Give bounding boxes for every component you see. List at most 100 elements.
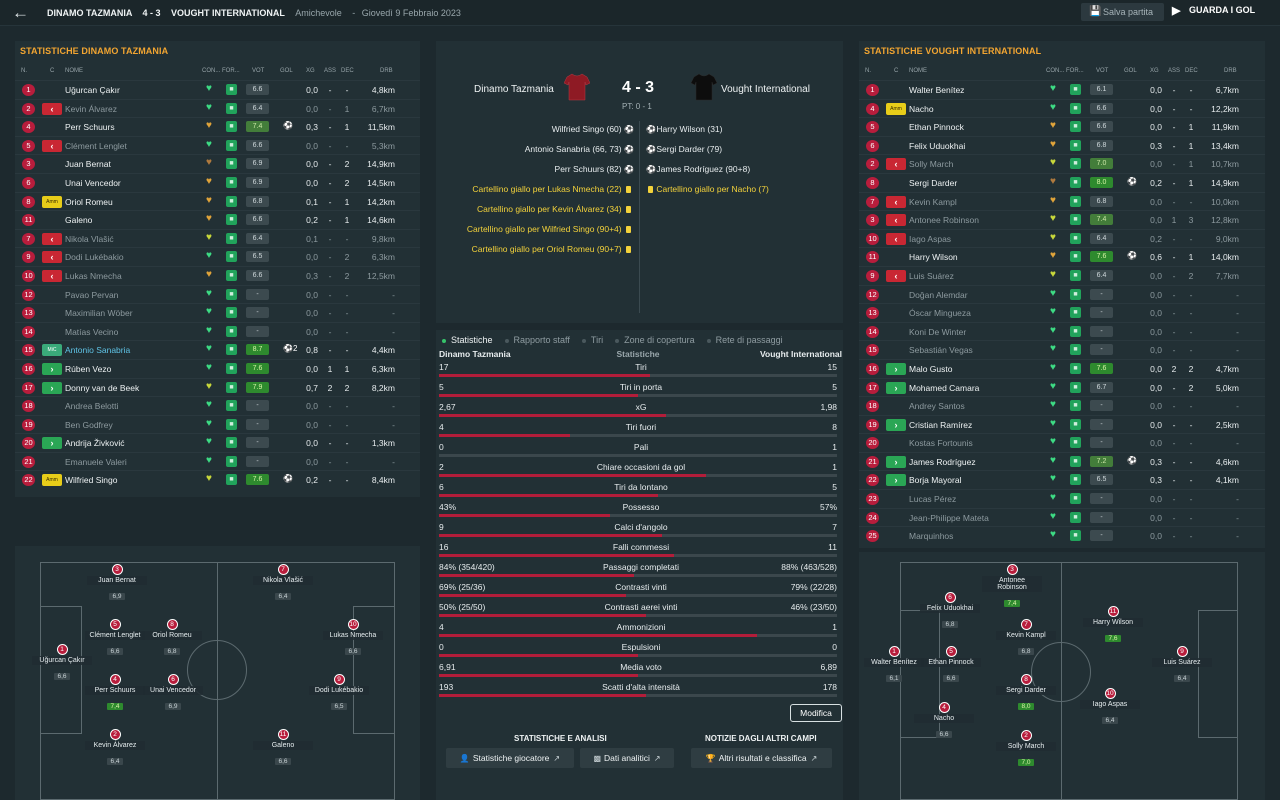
- player-row[interactable]: 12 Pavao Pervan ♥ ■ -0,0- - -: [15, 284, 420, 304]
- formation-player[interactable]: 5 Clément Lenglet 6,6: [85, 619, 145, 658]
- player-row[interactable]: 10 ‹ Iago Aspas ♥ ■ 6.4 0,2- -9,0km: [859, 228, 1265, 248]
- player-name[interactable]: Clément Lenglet: [65, 140, 127, 151]
- formation-player[interactable]: 7 Kevin Kampl 6,8: [996, 619, 1056, 658]
- tab-1[interactable]: Rapporto staff: [504, 335, 570, 345]
- formation-player[interactable]: 6 Unai Vencedor 6,9: [143, 674, 203, 713]
- player-name[interactable]: Kevin Álvarez: [65, 103, 117, 114]
- player-name[interactable]: Doğan Alemdar: [909, 289, 968, 300]
- player-row[interactable]: 8 Amm Oriol Romeu ♥ ■ 6.8 0,1- 1 14,2km: [15, 191, 420, 211]
- formation-player[interactable]: 4 Perr Schuurs 7,4: [85, 674, 145, 713]
- col-form[interactable]: FOR...: [1066, 68, 1084, 74]
- player-name[interactable]: Iago Aspas: [909, 233, 952, 244]
- player-name[interactable]: Andrey Santos: [909, 401, 965, 412]
- player-stats-button[interactable]: 👤 Statistiche giocatore ↗: [446, 748, 574, 768]
- player-name[interactable]: Dodi Lukébakio: [65, 252, 124, 263]
- other-results-button[interactable]: 🏆 Altri risultati e classifica ↗: [691, 748, 832, 768]
- player-row[interactable]: 10 ‹ Lukas Nmecha ♥ ■ 6.6 0,3- 2 12,5km: [15, 265, 420, 285]
- col-goals[interactable]: GOL: [1124, 68, 1137, 74]
- col-c[interactable]: C: [50, 68, 55, 74]
- player-name[interactable]: Andrija Živković: [65, 438, 125, 449]
- save-match-button[interactable]: 💾 Salva partita: [1081, 3, 1164, 21]
- player-row[interactable]: 12 Doğan Alemdar ♥ ■ -0,0- - -: [859, 284, 1265, 304]
- player-name[interactable]: Unai Vencedor: [65, 177, 121, 188]
- player-name[interactable]: Emanuele Valeri: [65, 456, 127, 467]
- player-name[interactable]: Oriol Romeu: [65, 196, 113, 207]
- player-row[interactable]: 4 Perr Schuurs ♥ ■ 7.4 ⚽ 0,3- 1 11,5km: [15, 117, 420, 136]
- player-row[interactable]: 9 ‹ Dodi Lukébakio ♥ ■ 6.5 0,0- 2 6,3km: [15, 247, 420, 266]
- formation-player[interactable]: 10 Lukas Nmecha 6,6: [323, 619, 383, 658]
- player-name[interactable]: Cristian Ramírez: [909, 419, 973, 430]
- formation-player[interactable]: 3 Antonee Robinson 7,4: [982, 564, 1042, 610]
- formation-player[interactable]: 3 Juan Bernat 6,9: [87, 564, 147, 603]
- col-dec[interactable]: DEC: [341, 68, 354, 74]
- player-name[interactable]: Donny van de Beek: [65, 382, 140, 393]
- formation-player[interactable]: 6 Felix Uduokhai 6,8: [920, 592, 980, 631]
- col-distance[interactable]: DRB: [1224, 68, 1237, 74]
- player-row[interactable]: 13 Óscar Mingueza ♥ ■ -0,0- - -: [859, 303, 1265, 322]
- formation-player[interactable]: 9 Luis Suárez 6,4: [1152, 646, 1212, 685]
- player-row[interactable]: 7 ‹ Kevin Kampl ♥ ■ 6.8 0,0- -10,0km: [859, 191, 1265, 211]
- player-name[interactable]: Matías Vecino: [65, 326, 119, 337]
- player-row[interactable]: 17 › Mohamed Camara ♥ ■ 6.7 0,0- 2 5,0km: [859, 377, 1265, 397]
- player-row[interactable]: 8 Sergi Darder ♥ ■ 8.0 ⚽ 0,2- 1 14,9km: [859, 172, 1265, 192]
- player-row[interactable]: 3 ‹ Antonee Robinson ♥ ■ 7.4 0,0 1 3 12,8km: [859, 210, 1265, 229]
- player-name[interactable]: Juan Bernat: [65, 159, 111, 170]
- col-c[interactable]: C: [894, 68, 899, 74]
- player-row[interactable]: 24 Jean-Philippe Mateta ♥ ■ -0,0- - -: [859, 507, 1265, 527]
- player-row[interactable]: 21 › James Rodríguez ♥ ■ 7.2 ⚽ 0,3- -4,6km: [859, 451, 1265, 471]
- player-row[interactable]: 6 Unai Vencedor ♥ ■ 6.9 0,0- 2 14,5km: [15, 172, 420, 192]
- player-name[interactable]: Jean-Philippe Mateta: [909, 512, 989, 523]
- player-row[interactable]: 11 Galeno ♥ ■ 6.6 0,2- 1 14,6km: [15, 210, 420, 229]
- tab-3[interactable]: Zone di copertura: [615, 335, 695, 345]
- player-row[interactable]: 23 Lucas Pérez ♥ ■ -0,0- - -: [859, 489, 1265, 508]
- player-name[interactable]: Sergi Darder: [909, 177, 958, 188]
- col-assists[interactable]: ASS: [324, 68, 337, 74]
- formation-player[interactable]: 7 Nikola Vlašić 6,4: [253, 564, 313, 603]
- player-row[interactable]: 14 Matías Vecino ♥ ■ -0,0- - -: [15, 321, 420, 341]
- player-name[interactable]: Uğurcan Çakır: [65, 85, 120, 95]
- formation-player[interactable]: 1 Uğurcan Çakır 6,6: [32, 644, 92, 683]
- player-row[interactable]: 15 MiC Antonio Sanabria ♥ ■ 8.7 ⚽2 0,8- -4,4km: [15, 340, 420, 359]
- col-xg[interactable]: XG: [1150, 68, 1159, 74]
- formation-player[interactable]: 11 Harry Wilson 7,6: [1083, 606, 1143, 645]
- tab-2[interactable]: Tiri: [581, 335, 603, 345]
- col-xg[interactable]: XG: [306, 68, 315, 74]
- player-name[interactable]: Lucas Pérez: [909, 494, 957, 505]
- player-row[interactable]: 6 Felix Uduokhai ♥ ■ 6.8 0,3- 1 13,4km: [859, 135, 1265, 155]
- player-name[interactable]: Luis Suárez: [909, 270, 954, 281]
- player-row[interactable]: 22 Amm Wilfried Singo ♥ ■ 7.6 ⚽ 0,2- -8,4km: [15, 470, 420, 489]
- col-n[interactable]: N.: [865, 68, 871, 74]
- formation-player[interactable]: 4 Nacho 6,6: [914, 702, 974, 741]
- formation-player[interactable]: 2 Kevin Álvarez 6,4: [85, 729, 145, 768]
- player-name[interactable]: Walter Benítez: [909, 85, 965, 95]
- player-row[interactable]: 9 ‹ Luis Suárez ♥ ■ 6.4 0,0- 2 7,7km: [859, 265, 1265, 285]
- player-name[interactable]: Koni De Winter: [909, 326, 967, 337]
- player-name[interactable]: Kostas Fortounis: [909, 438, 973, 449]
- player-name[interactable]: Ben Godfrey: [65, 419, 113, 430]
- player-name[interactable]: Sebastián Vegas: [909, 345, 973, 356]
- player-name[interactable]: James Rodríguez: [909, 456, 976, 467]
- col-assists[interactable]: ASS: [1168, 68, 1181, 74]
- col-rating[interactable]: VOT: [252, 68, 265, 74]
- formation-player[interactable]: 8 Sergi Darder 8,0: [996, 674, 1056, 713]
- formation-player[interactable]: 9 Dodi Lukébakio 6,5: [309, 674, 369, 713]
- col-name[interactable]: NOME: [909, 68, 927, 74]
- player-name[interactable]: Óscar Mingueza: [909, 308, 971, 319]
- player-row[interactable]: 14 Koni De Winter ♥ ■ -0,0- - -: [859, 321, 1265, 341]
- player-row[interactable]: 19 Ben Godfrey ♥ ■ -0,0- - -: [15, 414, 420, 434]
- player-name[interactable]: Andrea Belotti: [65, 401, 119, 412]
- player-name[interactable]: Nacho: [909, 103, 934, 114]
- player-name[interactable]: Pavao Pervan: [65, 289, 119, 300]
- player-row[interactable]: 16 › Malo Gusto ♥ ■ 7.6 0,0 2 2 4,7km: [859, 358, 1265, 378]
- player-name[interactable]: Antonio Sanabria: [65, 345, 131, 356]
- col-n[interactable]: N.: [21, 68, 27, 74]
- player-row[interactable]: 5 Ethan Pinnock ♥ ■ 6.6 0,0- 1 11,9km: [859, 117, 1265, 136]
- player-name[interactable]: Malo Gusto: [909, 363, 953, 374]
- player-name[interactable]: Mohamed Camara: [909, 382, 980, 393]
- player-row[interactable]: 11 Harry Wilson ♥ ■ 7.6 ⚽ 0,6- 1 14,0km: [859, 247, 1265, 266]
- player-row[interactable]: 20 › Andrija Živković ♥ ■ -0,0- -1,3km: [15, 433, 420, 452]
- player-name[interactable]: Borja Mayoral: [909, 475, 962, 486]
- player-row[interactable]: 17 › Donny van de Beek ♥ ■ 7.9 0,7 2 2 8,2km: [15, 377, 420, 397]
- col-goals[interactable]: GOL: [280, 68, 293, 74]
- formation-player[interactable]: 2 Solly March 7,0: [996, 730, 1056, 769]
